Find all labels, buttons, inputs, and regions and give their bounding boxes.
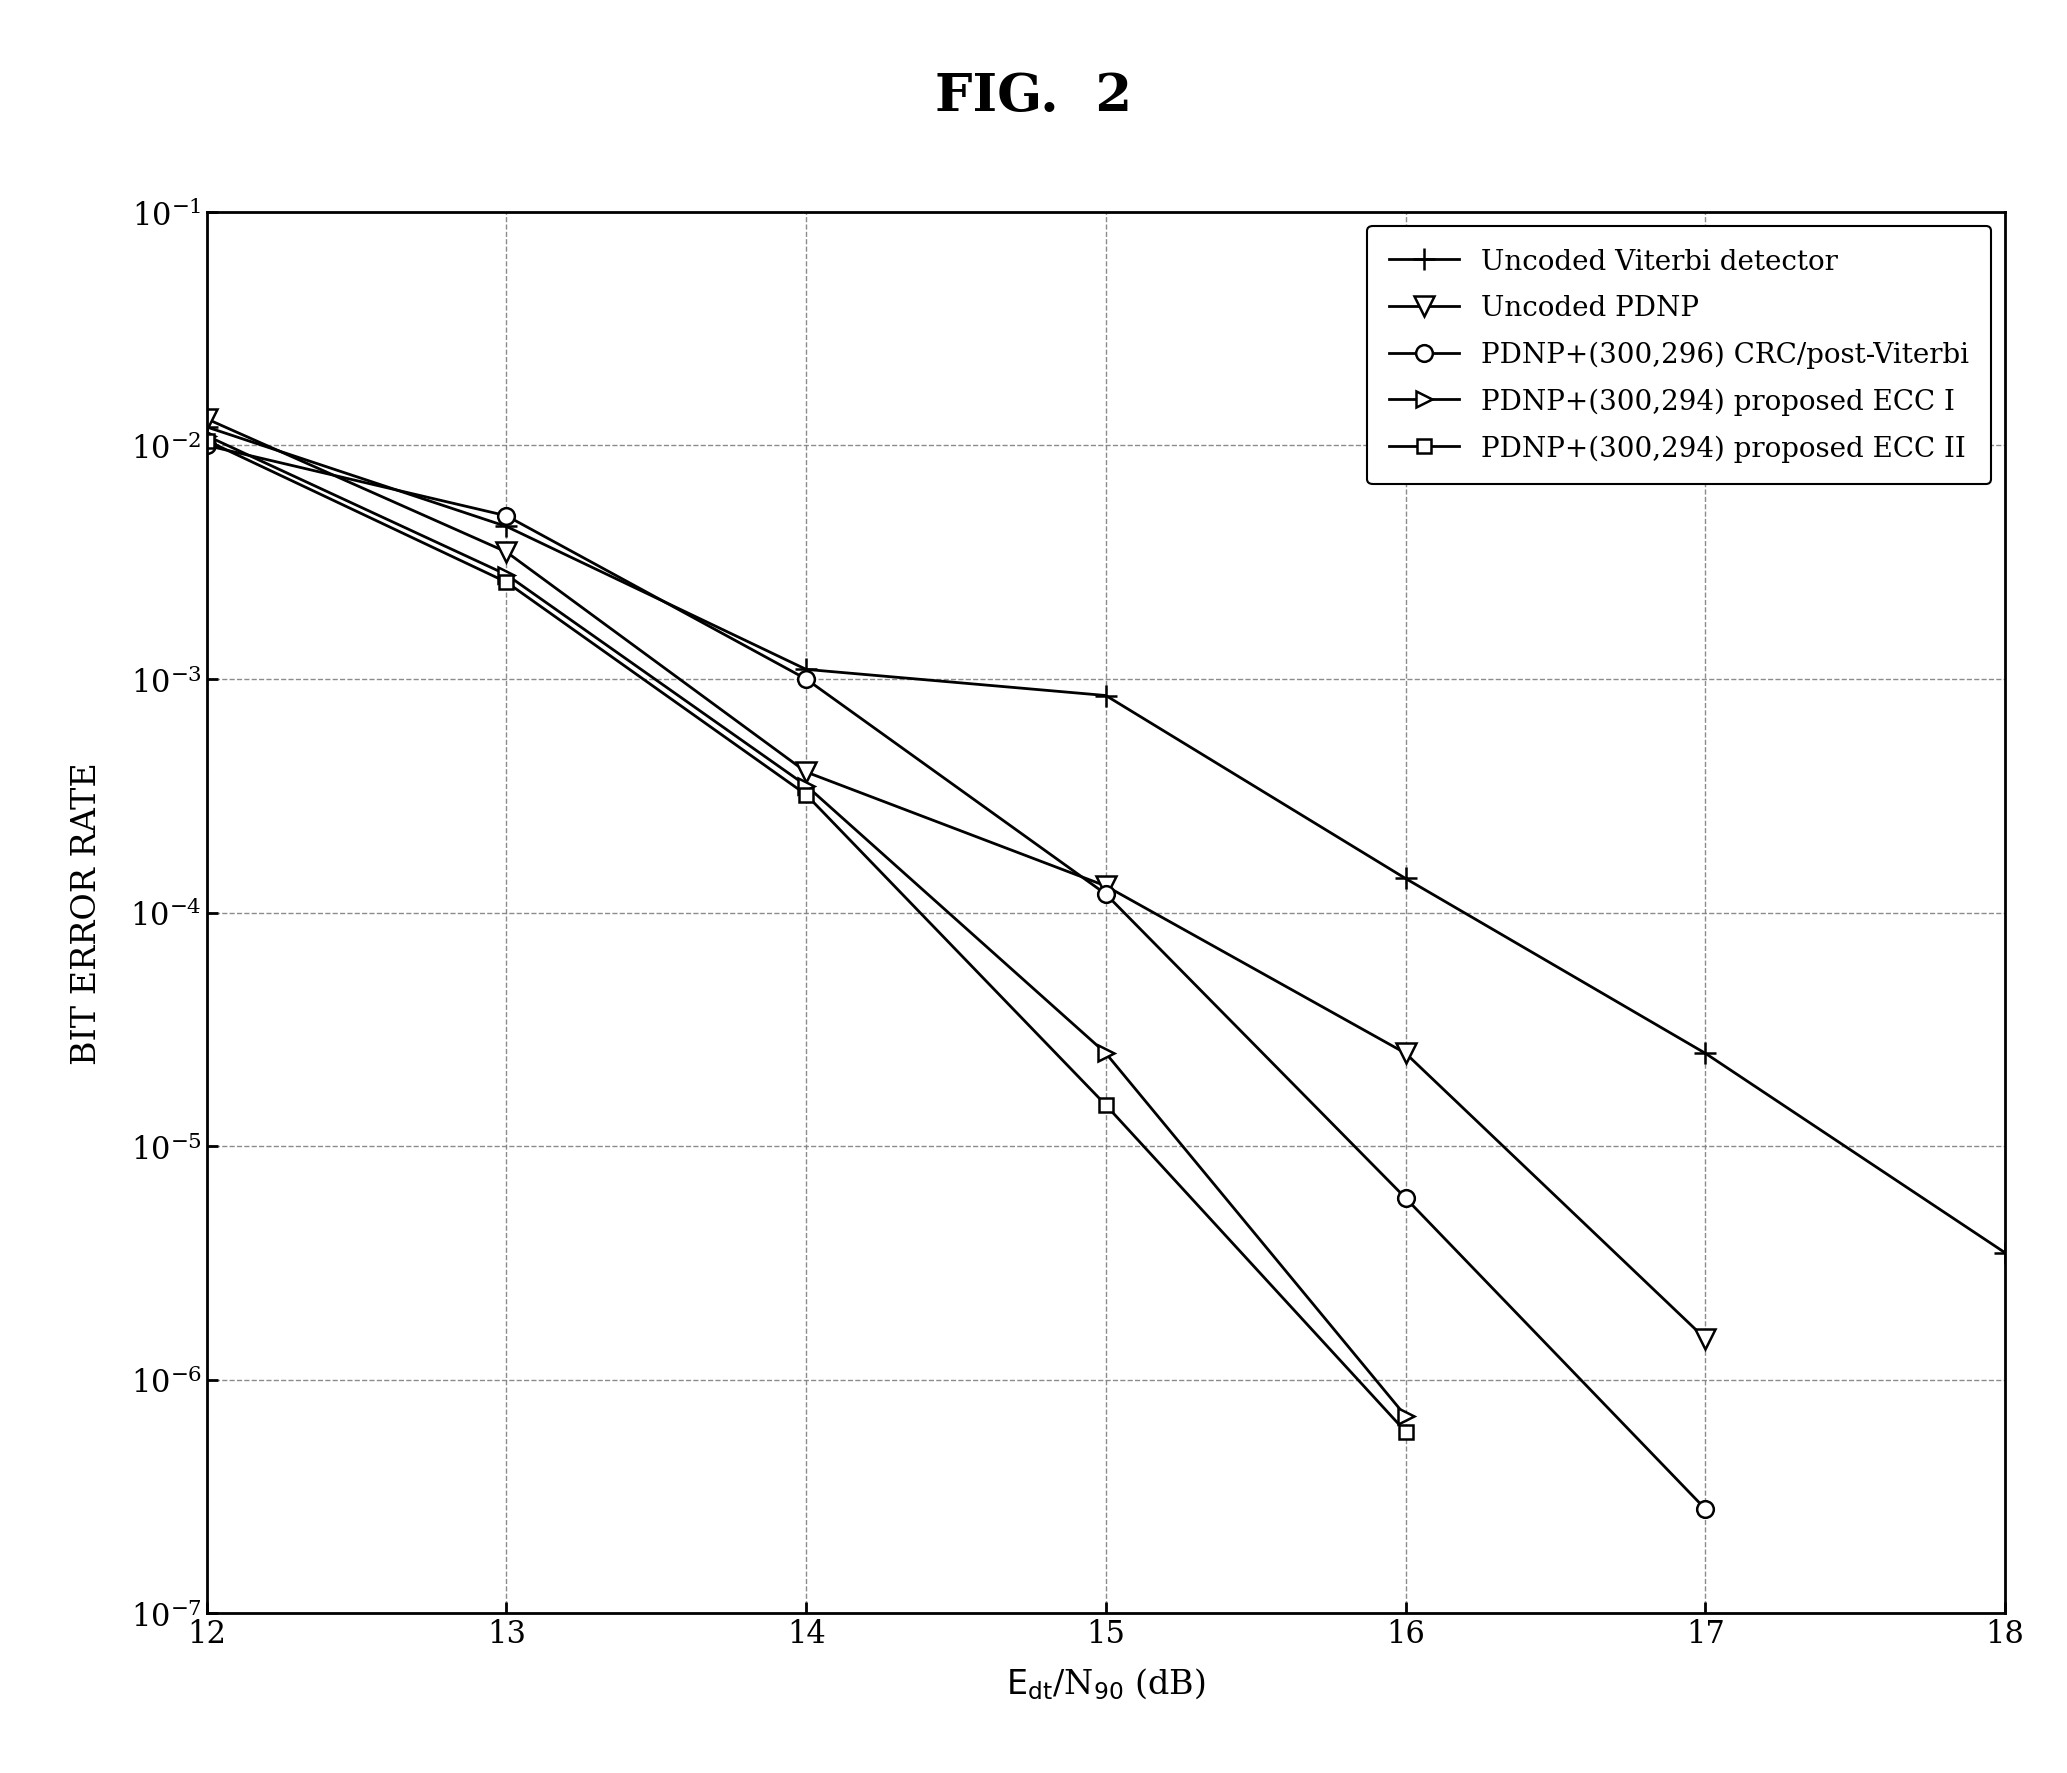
Y-axis label: BIT ERROR RATE: BIT ERROR RATE <box>70 762 103 1064</box>
PDNP+(300,296) CRC/post-Viterbi <box>494 505 519 527</box>
Uncoded PDNP <box>194 410 219 431</box>
PDNP+(300,296) CRC/post-Viterbi <box>1693 1498 1718 1519</box>
Uncoded Viterbi detector <box>1693 1043 1718 1064</box>
PDNP+(300,296) CRC/post-Viterbi <box>794 668 819 690</box>
Text: FIG.  2: FIG. 2 <box>934 71 1133 122</box>
Uncoded Viterbi detector <box>1993 1243 2017 1264</box>
PDNP+(300,294) proposed ECC II <box>194 431 219 452</box>
PDNP+(300,294) proposed ECC II <box>794 784 819 805</box>
PDNP+(300,294) proposed ECC I <box>1393 1406 1418 1427</box>
PDNP+(300,294) proposed ECC I <box>1093 1043 1118 1064</box>
Uncoded Viterbi detector <box>1093 686 1118 707</box>
Uncoded PDNP <box>1393 1043 1418 1064</box>
Uncoded PDNP <box>1093 876 1118 897</box>
PDNP+(300,294) proposed ECC I <box>794 775 819 796</box>
Line: PDNP+(300,296) CRC/post-Viterbi: PDNP+(300,296) CRC/post-Viterbi <box>198 438 1714 1518</box>
PDNP+(300,294) proposed ECC II <box>1393 1422 1418 1443</box>
Line: Uncoded Viterbi detector: Uncoded Viterbi detector <box>196 417 2015 1264</box>
PDNP+(300,296) CRC/post-Viterbi <box>1393 1188 1418 1209</box>
PDNP+(300,296) CRC/post-Viterbi <box>194 436 219 457</box>
PDNP+(300,294) proposed ECC I <box>494 564 519 585</box>
Uncoded PDNP <box>494 543 519 564</box>
X-axis label: $\mathrm{E_{dt}}$/N$_{\mathrm{90}}$ (dB): $\mathrm{E_{dt}}$/N$_{\mathrm{90}}$ (dB) <box>1007 1667 1205 1702</box>
Legend: Uncoded Viterbi detector, Uncoded PDNP, PDNP+(300,296) CRC/post-Viterbi, PDNP+(3: Uncoded Viterbi detector, Uncoded PDNP, … <box>1366 227 1991 484</box>
PDNP+(300,294) proposed ECC II <box>1093 1094 1118 1115</box>
Uncoded Viterbi detector <box>1393 869 1418 890</box>
Line: PDNP+(300,294) proposed ECC I: PDNP+(300,294) proposed ECC I <box>198 429 1414 1424</box>
Uncoded Viterbi detector <box>194 417 219 438</box>
PDNP+(300,294) proposed ECC I <box>194 426 219 447</box>
Line: PDNP+(300,294) proposed ECC II: PDNP+(300,294) proposed ECC II <box>200 434 1412 1438</box>
Uncoded Viterbi detector <box>794 660 819 681</box>
Uncoded PDNP <box>794 762 819 784</box>
Uncoded PDNP <box>1693 1328 1718 1349</box>
Line: Uncoded PDNP: Uncoded PDNP <box>196 410 1716 1349</box>
PDNP+(300,296) CRC/post-Viterbi <box>1093 885 1118 906</box>
PDNP+(300,294) proposed ECC II <box>494 573 519 594</box>
Uncoded Viterbi detector <box>494 516 519 537</box>
